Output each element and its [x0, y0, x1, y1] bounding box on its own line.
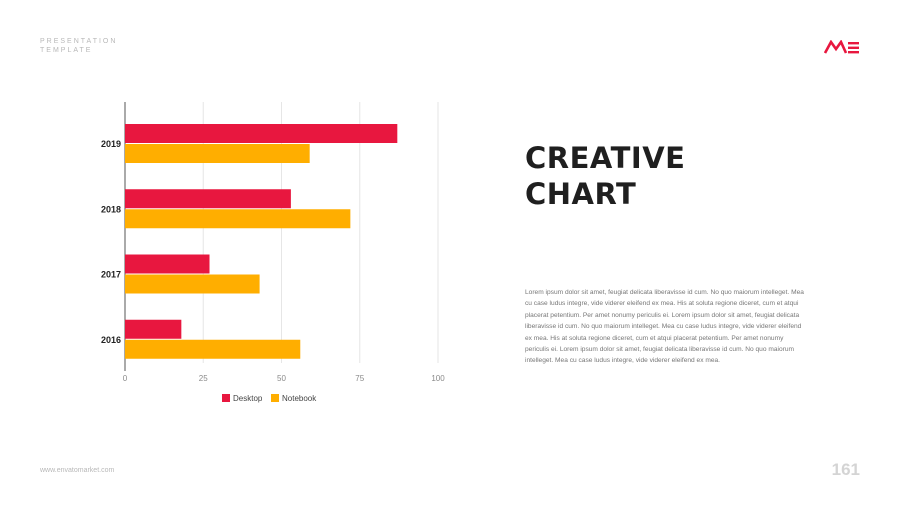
brand-line-1: PRESENTATION — [40, 38, 118, 45]
x-tick-label: 0 — [123, 374, 128, 383]
brand-line-2: TEMPLATE — [40, 47, 93, 54]
bar-desktop-2017 — [125, 254, 210, 274]
footer-url: www.envatomarket.com — [40, 467, 115, 474]
title-line-1: CREATIVE — [525, 141, 686, 175]
x-tick-label: 75 — [355, 374, 364, 383]
me-logo-icon — [824, 40, 859, 54]
bar-desktop-2018 — [125, 189, 291, 209]
y-category-label: 2016 — [101, 335, 121, 345]
bar-notebook-2017 — [125, 274, 260, 294]
legend-label-notebook: Notebook — [282, 394, 317, 403]
body-paragraph: Lorem ipsum dolor sit amet, feugiat deli… — [525, 289, 804, 365]
page-title: CREATIVE CHART — [525, 140, 685, 212]
y-category-label: 2018 — [101, 204, 121, 214]
page-number: 161 — [831, 460, 860, 479]
legend-swatch-notebook — [271, 394, 279, 402]
x-tick-label: 25 — [199, 374, 208, 383]
legend-swatch-desktop — [222, 394, 230, 402]
title-line-2: CHART — [525, 177, 637, 211]
legend-label-desktop: Desktop — [233, 394, 263, 403]
bar-desktop-2019 — [125, 124, 398, 143]
y-category-label: 2019 — [101, 139, 121, 149]
bar-notebook-2019 — [125, 144, 310, 163]
bar-desktop-2016 — [125, 319, 182, 339]
bar-notebook-2018 — [125, 209, 351, 229]
y-category-label: 2017 — [101, 270, 121, 280]
x-tick-label: 100 — [431, 374, 445, 383]
x-tick-label: 50 — [277, 374, 286, 383]
bar-notebook-2016 — [125, 339, 301, 359]
brand-label: PRESENTATION TEMPLATE — [40, 37, 117, 55]
